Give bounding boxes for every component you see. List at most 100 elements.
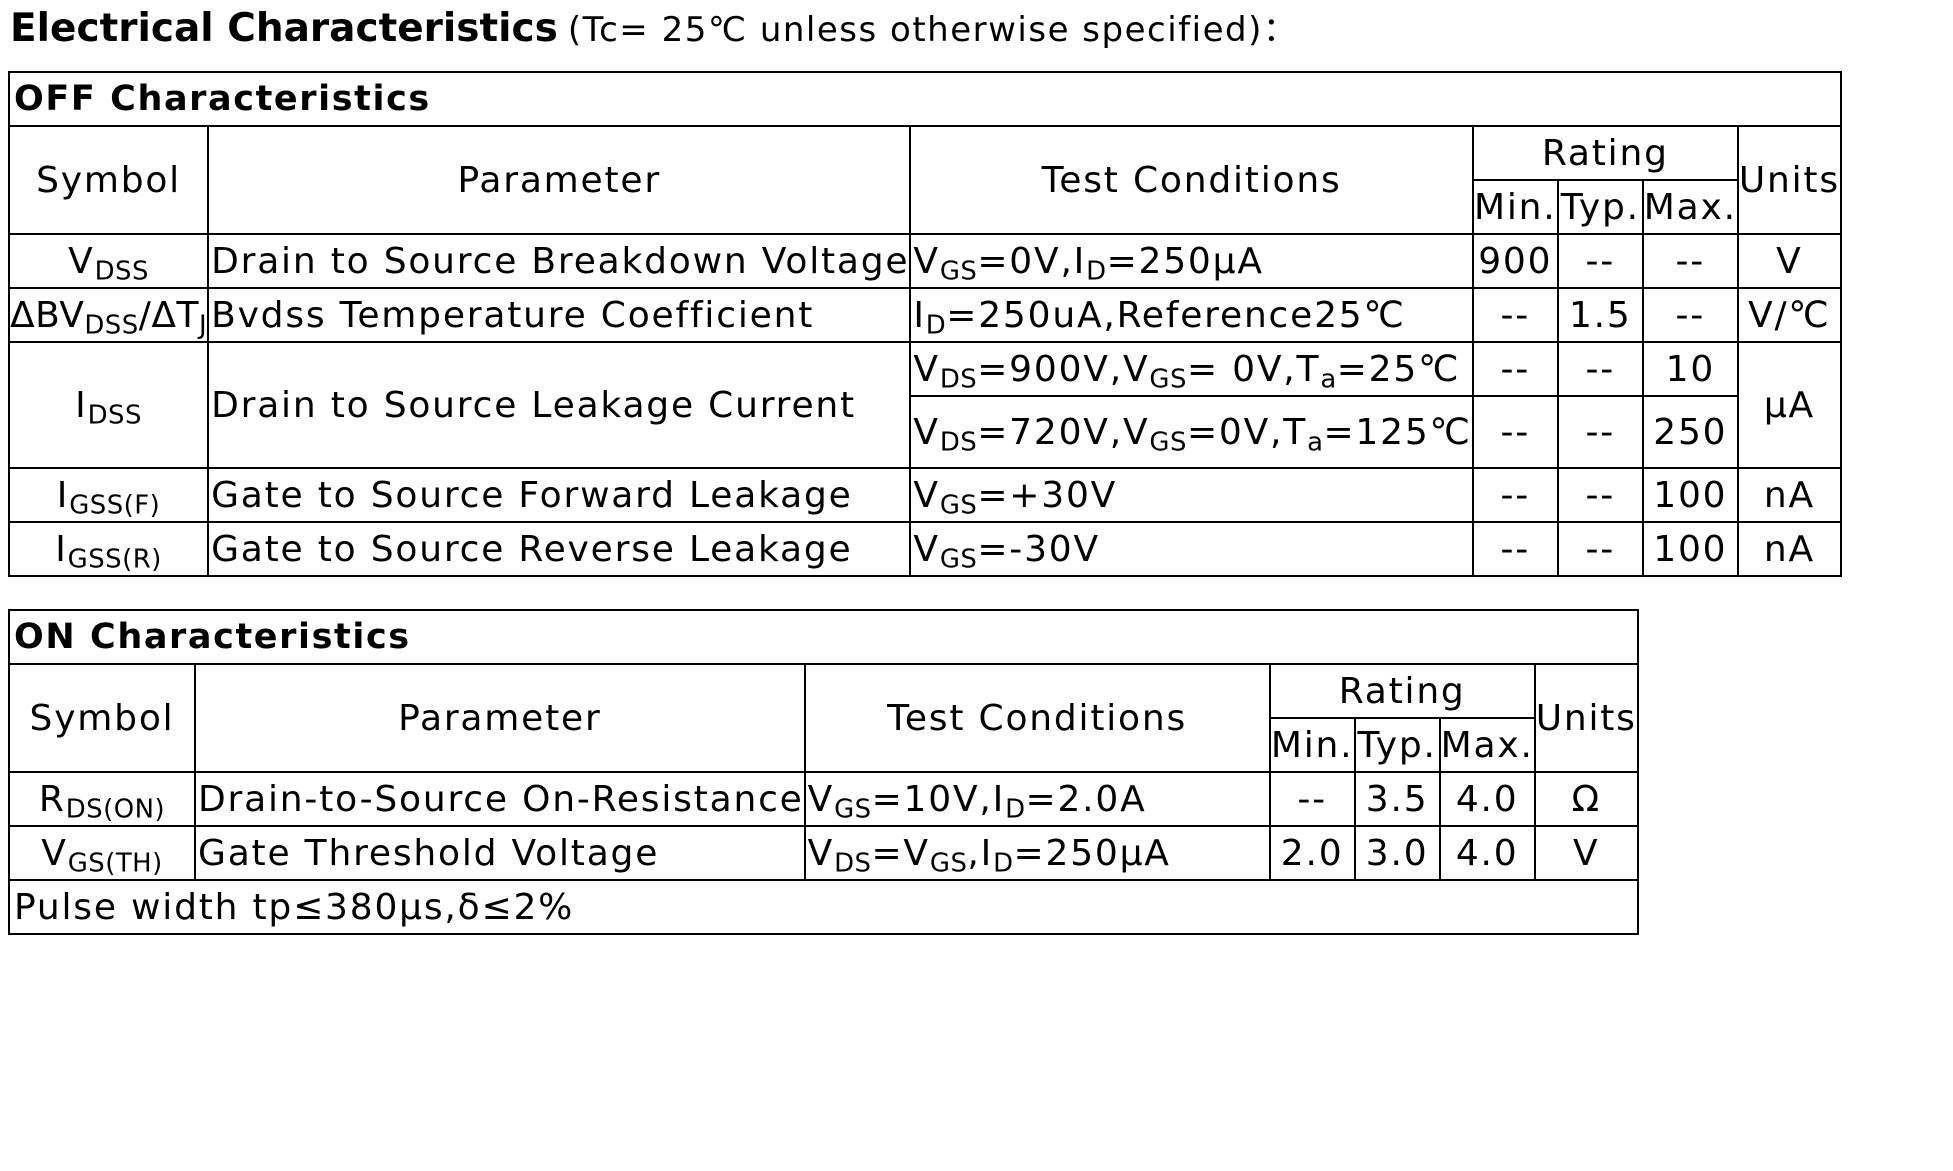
header-rating: Rating: [1268, 663, 1536, 719]
header-min: Min.: [1268, 717, 1356, 773]
parameter-cell: Gate to Source Forward Leakage: [207, 467, 912, 523]
condition-subscript: GS: [1149, 363, 1187, 394]
unit-cell: V/℃: [1736, 287, 1842, 343]
condition-subscript: a: [1307, 426, 1324, 457]
condition-subscript: GS: [1149, 426, 1187, 457]
min-cell: --: [1471, 341, 1559, 397]
max-cell: 4.0: [1438, 771, 1536, 827]
symbol-cell: RDS(ON): [8, 771, 196, 827]
condition-cell: VDS=900V,VGS= 0V,Ta=25℃: [909, 341, 1474, 397]
condition-text: =25℃: [1336, 348, 1461, 390]
typ-cell: --: [1556, 341, 1644, 397]
condition-text: V: [913, 240, 940, 282]
header-rating: Rating: [1471, 125, 1739, 181]
typ-cell: --: [1556, 233, 1644, 289]
min-cell: --: [1471, 287, 1559, 343]
min-cell: 2.0: [1268, 825, 1356, 881]
table-row: IDSS Drain to Source Leakage Current VDS…: [7, 341, 1842, 469]
symbol-cell: VDSS: [7, 233, 210, 289]
condition-subscript: GS: [939, 255, 978, 286]
max-cell: --: [1641, 233, 1739, 289]
condition-text: =900V,V: [977, 348, 1150, 390]
unit-cell: V: [1533, 825, 1639, 881]
typ-cell: 1.5: [1556, 287, 1644, 343]
unit-cell: nA: [1736, 521, 1842, 577]
header-max: Max.: [1641, 179, 1739, 235]
on-section-title: ON Characteristics: [8, 609, 1639, 665]
max-cell: 100: [1641, 467, 1739, 523]
section-heading: Electrical Characteristics (Tc= 25℃ unles…: [10, 0, 1298, 58]
condition-text: =125℃: [1323, 411, 1472, 453]
condition-text: =0V,T: [1186, 411, 1308, 453]
parameter-cell: Gate Threshold Voltage: [194, 825, 806, 881]
typ-cell: 3.5: [1353, 771, 1441, 827]
condition-cell: VDS=VGS,ID=250μA: [803, 825, 1271, 881]
condition-subscript: DS: [834, 847, 872, 878]
condition-text: =10V,I: [871, 778, 1006, 820]
condition-cell: VGS=10V,ID=2.0A: [803, 771, 1271, 827]
symbol-cell: IDSS: [7, 341, 210, 469]
heading-condition: (Tc= 25℃ unless otherwise specified)：: [567, 10, 1299, 50]
condition-text: =250μA: [1106, 240, 1264, 282]
condition-text: =250uA,Reference25℃: [946, 294, 1406, 336]
on-characteristics-table: ON Characteristics Symbol Parameter Test…: [8, 609, 1639, 935]
table-row: VDSS Drain to Source Breakdown Voltage V…: [7, 233, 1842, 289]
condition-text: V: [807, 778, 835, 820]
max-cell: --: [1641, 287, 1739, 343]
table-row: IGSS(F) Gate to Source Forward Leakage V…: [7, 467, 1842, 523]
unit-cell: μA: [1736, 341, 1842, 469]
unit-cell: Ω: [1533, 771, 1639, 827]
condition-text: =V: [871, 832, 930, 874]
header-units: Units: [1533, 663, 1639, 773]
table-row: ΔBVDSS/ΔTJ Bvdss Temperature Coefficient…: [7, 287, 1842, 343]
condition-text: =0V,I: [977, 240, 1087, 282]
condition-cell: VGS=-30V: [909, 521, 1474, 577]
heading-title: Electrical Characteristics: [10, 6, 558, 51]
condition-subscript: GS: [929, 847, 968, 878]
header-units: Units: [1736, 125, 1842, 235]
condition-subscript: D: [925, 309, 947, 340]
unit-cell: V: [1736, 233, 1842, 289]
condition-text: ,I: [967, 832, 994, 874]
typ-cell: --: [1556, 521, 1644, 577]
condition-text: =-30V: [977, 528, 1100, 570]
condition-subscript: D: [1005, 793, 1026, 824]
condition-text: = 0V,T: [1186, 348, 1321, 390]
table-row: RDS(ON) Drain-to-Source On-Resistance VG…: [8, 771, 1639, 827]
symbol-cell: ΔBVDSS/ΔTJ: [7, 287, 210, 343]
table-row: VGS(TH) Gate Threshold Voltage VDS=VGS,I…: [8, 825, 1639, 881]
condition-subscript: DS: [939, 363, 978, 394]
header-symbol: Symbol: [8, 663, 196, 773]
condition-text: =2.0A: [1025, 778, 1147, 820]
unit-cell: nA: [1736, 467, 1842, 523]
pulse-width-note: Pulse width tp≤380μs,δ≤2%: [8, 879, 1639, 935]
table-row: IGSS(R) Gate to Source Reverse Leakage V…: [7, 521, 1842, 577]
condition-text: I: [913, 294, 926, 336]
typ-cell: --: [1556, 467, 1644, 523]
condition-text: V: [807, 832, 835, 874]
condition-text: V: [913, 411, 940, 453]
condition-cell: VDS=720V,VGS=0V,Ta=125℃: [909, 395, 1474, 469]
off-section-title: OFF Characteristics: [8, 71, 1842, 127]
min-cell: --: [1268, 771, 1356, 827]
max-cell: 4.0: [1438, 825, 1536, 881]
header-parameter: Parameter: [207, 125, 912, 235]
min-cell: --: [1471, 395, 1559, 469]
header-test-conditions: Test Conditions: [909, 125, 1474, 235]
condition-subscript: GS: [939, 489, 978, 520]
symbol-cell: IGSS(F): [7, 467, 210, 523]
condition-text: V: [913, 348, 940, 390]
condition-cell: ID=250uA,Reference25℃: [909, 287, 1474, 343]
table-row: VDS=720V,VGS=0V,Ta=125℃ -- -- 250: [9, 395, 1841, 469]
parameter-cell: Drain to Source Leakage Current: [207, 341, 912, 469]
condition-subscript: GS: [834, 793, 872, 824]
condition-subscript: D: [993, 847, 1014, 878]
min-cell: 900: [1471, 233, 1559, 289]
min-cell: --: [1471, 467, 1559, 523]
parameter-cell: Bvdss Temperature Coefficient: [207, 287, 912, 343]
condition-subscript: DS: [939, 426, 978, 457]
parameter-cell: Gate to Source Reverse Leakage: [207, 521, 912, 577]
symbol-cell: VGS(TH): [8, 825, 196, 881]
header-test-conditions: Test Conditions: [803, 663, 1271, 773]
condition-text: V: [913, 474, 940, 516]
